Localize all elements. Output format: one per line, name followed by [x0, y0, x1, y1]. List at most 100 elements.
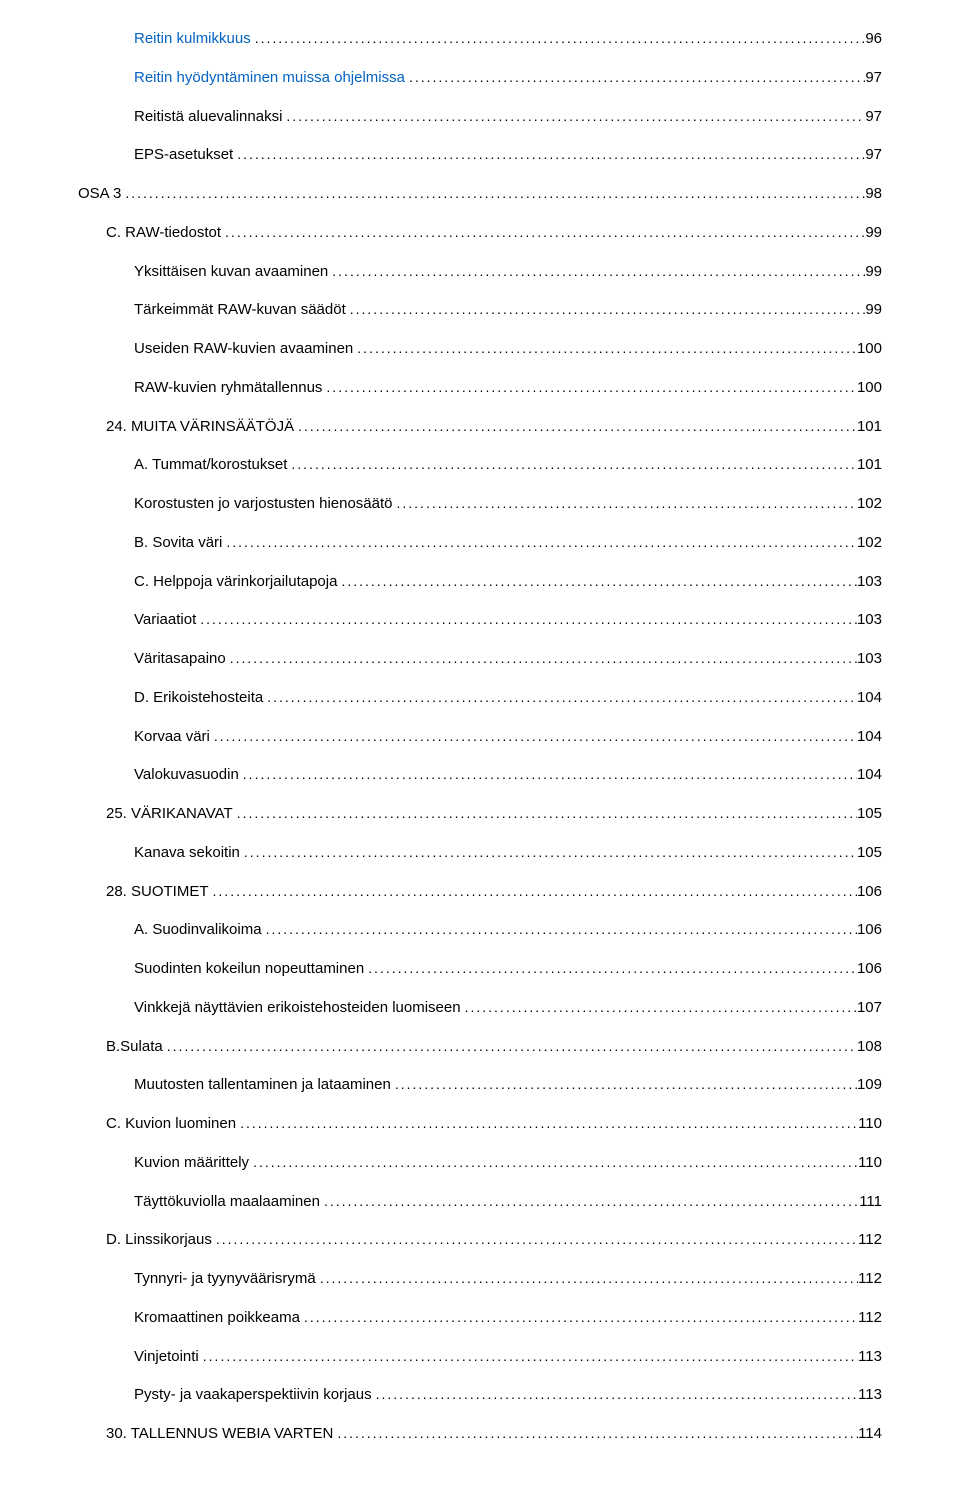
toc-entry[interactable]: Reitin hyödyntäminen muissa ohjelmissa 97: [134, 69, 882, 86]
toc-entry-label: EPS-asetukset: [134, 146, 233, 163]
toc-entry: Tynnyri- ja tyynyväärisrymä 112: [134, 1270, 882, 1287]
toc-entry-page: 102: [857, 495, 882, 512]
toc-entry-page: 101: [857, 418, 882, 435]
toc-leader-dots: [393, 495, 857, 511]
toc-leader-dots: [239, 766, 857, 782]
toc-entry-label: Korostusten jo varjostusten hienosäätö: [134, 495, 393, 512]
toc-entry-label: D. Linssikorjaus: [106, 1231, 212, 1248]
toc-entry: A. Suodinvalikoima 106: [134, 921, 882, 938]
toc-entry-page: 110: [858, 1154, 882, 1171]
toc-entry: Vinkkejä näyttävien erikoistehosteiden l…: [134, 999, 882, 1016]
toc-entry: 24. MUITA VÄRINSÄÄTÖJÄ 101: [106, 418, 882, 435]
toc-entry-label: Suodinten kokeilun nopeuttaminen: [134, 960, 364, 977]
toc-leader-dots: [196, 611, 857, 627]
toc-entry-label: Väritasapaino: [134, 650, 226, 667]
toc-entry-label: A. Tummat/korostukset: [134, 456, 287, 473]
toc-entry-label: Kromaattinen poikkeama: [134, 1309, 300, 1326]
toc-entry-label: RAW-kuvien ryhmätallennus: [134, 379, 322, 396]
toc-leader-dots: [240, 844, 857, 860]
toc-leader-dots: [163, 1038, 857, 1054]
toc-entry-label: Korvaa väri: [134, 728, 210, 745]
toc-entry: 25. VÄRIKANAVAT105: [106, 805, 882, 822]
toc-entry-page: 112: [858, 1309, 882, 1326]
toc-entry: C. RAW-tiedostot99: [106, 224, 882, 241]
toc-entry: Tärkeimmät RAW-kuvan säädöt99: [134, 301, 882, 318]
toc-entry: C. Helppoja värinkorjailutapoja 103: [134, 573, 882, 590]
toc-entry-page: 101: [857, 456, 882, 473]
toc-leader-dots: [461, 999, 857, 1015]
toc-leader-dots: [287, 456, 857, 472]
toc-leader-dots: [233, 805, 857, 821]
toc-entry-label: A. Suodinvalikoima: [134, 921, 262, 938]
toc-entry-label: 30. TALLENNUS WEBIA VARTEN: [106, 1425, 333, 1442]
toc-entry: Täyttökuviolla maalaaminen 111: [134, 1193, 882, 1210]
toc-entry: Useiden RAW-kuvien avaaminen100: [134, 340, 882, 357]
toc-entry: RAW-kuvien ryhmätallennus 100: [134, 379, 882, 396]
toc-entry-page: 106: [857, 960, 882, 977]
toc-entry-label: C. Kuvion luominen: [106, 1115, 236, 1132]
toc-entry-page: 112: [858, 1270, 882, 1287]
toc-entry-label: Kanava sekoitin: [134, 844, 240, 861]
toc-entry: OSA 398: [78, 185, 882, 202]
toc-leader-dots: [236, 1115, 858, 1131]
toc-entry-label: Muutosten tallentaminen ja lataaminen: [134, 1076, 391, 1093]
toc-entry-label: Yksittäisen kuvan avaaminen: [134, 263, 328, 280]
toc-entry-label: Täyttökuviolla maalaaminen: [134, 1193, 320, 1210]
toc-entry: Pysty- ja vaakaperspektiivin korjaus113: [134, 1386, 882, 1403]
toc-entry-label: Valokuvasuodin: [134, 766, 239, 783]
toc-leader-dots: [233, 146, 865, 162]
toc-entry: Valokuvasuodin104: [134, 766, 882, 783]
toc-entry-page: 98: [865, 185, 882, 202]
toc-entry-page: 108: [857, 1038, 882, 1055]
toc-entry-label: Reitistä aluevalinnaksi: [134, 108, 282, 125]
toc-entry-page: 113: [858, 1348, 882, 1365]
toc-entry-page: 111: [859, 1193, 882, 1210]
toc-entry-label: 25. VÄRIKANAVAT: [106, 805, 233, 822]
toc-entry: C. Kuvion luominen110: [106, 1115, 882, 1132]
toc-entry-page: 112: [858, 1231, 882, 1248]
toc-leader-dots: [222, 534, 857, 550]
toc-entry-page: 114: [858, 1425, 882, 1442]
toc-entry: Korostusten jo varjostusten hienosäätö 10…: [134, 495, 882, 512]
toc-entry-page: 106: [857, 921, 882, 938]
toc-entry: Kuvion määrittely110: [134, 1154, 882, 1171]
toc-entry: Suodinten kokeilun nopeuttaminen 106: [134, 960, 882, 977]
toc-leader-dots: [251, 30, 866, 46]
toc-entry: Muutosten tallentaminen ja lataaminen 109: [134, 1076, 882, 1093]
toc-entry: 28. SUOTIMET106: [106, 883, 882, 900]
toc-entry-page: 105: [857, 844, 882, 861]
toc-entry-label[interactable]: Reitin hyödyntäminen muissa ohjelmissa: [134, 69, 405, 86]
toc-entry: Reitistä aluevalinnaksi 97: [134, 108, 882, 125]
toc-entry: D. Linssikorjaus 112: [106, 1231, 882, 1248]
toc-entry-page: 104: [857, 689, 882, 706]
toc-entry-label[interactable]: Reitin kulmikkuus: [134, 30, 251, 47]
toc-entry[interactable]: Reitin kulmikkuus96: [134, 30, 882, 47]
toc-entry-page: 109: [857, 1076, 882, 1093]
toc-entry-label: Pysty- ja vaakaperspektiivin korjaus: [134, 1386, 372, 1403]
toc-entry-page: 103: [857, 573, 882, 590]
toc-entry: Väritasapaino103: [134, 650, 882, 667]
toc-leader-dots: [391, 1076, 857, 1092]
toc-leader-dots: [226, 650, 857, 666]
toc-entry-label: Variaatiot: [134, 611, 196, 628]
toc-entry-page: 97: [865, 108, 882, 125]
toc-entry-page: 102: [857, 534, 882, 551]
toc-entry-page: 100: [857, 379, 882, 396]
toc-leader-dots: [372, 1386, 858, 1402]
toc-entry-label: 24. MUITA VÄRINSÄÄTÖJÄ: [106, 418, 294, 435]
toc-leader-dots: [263, 689, 857, 705]
toc-leader-dots: [364, 960, 857, 976]
toc-entry-label: B.Sulata: [106, 1038, 163, 1055]
toc-entry-label: D. Erikoistehosteita: [134, 689, 263, 706]
toc-entry: 30. TALLENNUS WEBIA VARTEN 114: [106, 1425, 882, 1442]
toc-leader-dots: [346, 301, 866, 317]
toc-leader-dots: [212, 1231, 858, 1247]
toc-entry-page: 107: [857, 999, 882, 1016]
toc-leader-dots: [282, 108, 865, 124]
toc-entry-label: C. Helppoja värinkorjailutapoja: [134, 573, 337, 590]
toc-entry-label: C. RAW-tiedostot: [106, 224, 221, 241]
toc-entry-label: Tynnyri- ja tyynyväärisrymä: [134, 1270, 316, 1287]
toc-entry: Kanava sekoitin 105: [134, 844, 882, 861]
toc-entry-label: 28. SUOTIMET: [106, 883, 209, 900]
toc-entry-page: 97: [865, 69, 882, 86]
